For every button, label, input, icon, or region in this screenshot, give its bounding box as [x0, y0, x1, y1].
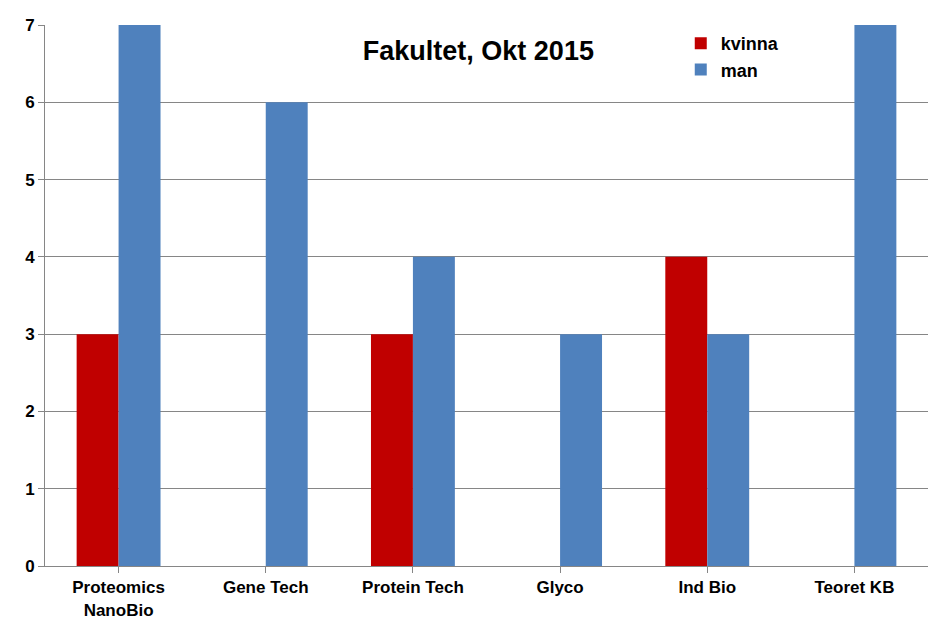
svg-text:3: 3 [25, 325, 34, 344]
svg-text:Ind Bio: Ind Bio [678, 578, 736, 597]
svg-text:kvinna: kvinna [721, 34, 779, 54]
svg-text:Fakultet, Okt 2015: Fakultet, Okt 2015 [363, 36, 594, 66]
svg-text:Gene Tech: Gene Tech [223, 578, 309, 597]
svg-text:Glyco: Glyco [536, 578, 583, 597]
svg-text:1: 1 [25, 480, 34, 499]
svg-text:0: 0 [25, 557, 34, 576]
svg-text:6: 6 [25, 93, 34, 112]
svg-text:Protein Tech: Protein Tech [362, 578, 464, 597]
svg-text:man: man [721, 61, 758, 81]
svg-text:ProteomicsNanoBio: ProteomicsNanoBio [72, 578, 165, 619]
svg-text:2: 2 [25, 402, 34, 421]
svg-text:4: 4 [25, 248, 35, 267]
svg-text:5: 5 [25, 171, 34, 190]
svg-text:7: 7 [25, 16, 34, 35]
svg-text:Teoret KB: Teoret KB [814, 578, 894, 597]
